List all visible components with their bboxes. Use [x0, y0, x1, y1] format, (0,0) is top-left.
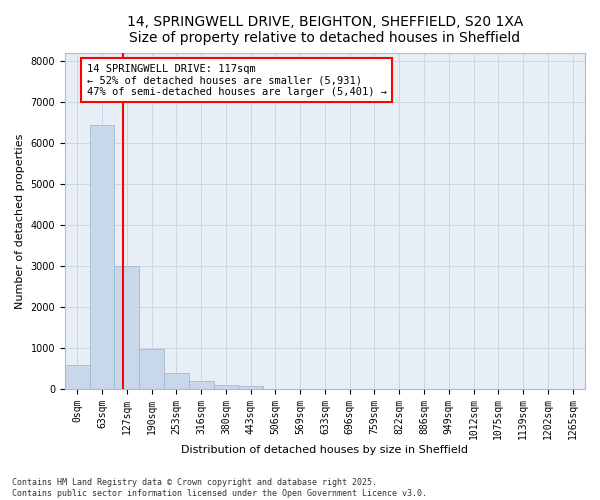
Bar: [189, 382, 214, 388]
Y-axis label: Number of detached properties: Number of detached properties: [15, 134, 25, 308]
X-axis label: Distribution of detached houses by size in Sheffield: Distribution of detached houses by size …: [181, 445, 469, 455]
Bar: [238, 386, 263, 388]
Bar: [164, 373, 189, 388]
Text: 14 SPRINGWELL DRIVE: 117sqm
← 52% of detached houses are smaller (5,931)
47% of : 14 SPRINGWELL DRIVE: 117sqm ← 52% of det…: [86, 64, 386, 96]
Text: Contains HM Land Registry data © Crown copyright and database right 2025.
Contai: Contains HM Land Registry data © Crown c…: [12, 478, 427, 498]
Bar: [214, 384, 238, 388]
Bar: [139, 349, 164, 389]
Bar: [115, 266, 139, 388]
Bar: [89, 125, 115, 388]
Bar: [65, 366, 89, 388]
Title: 14, SPRINGWELL DRIVE, BEIGHTON, SHEFFIELD, S20 1XA
Size of property relative to : 14, SPRINGWELL DRIVE, BEIGHTON, SHEFFIEL…: [127, 15, 523, 45]
